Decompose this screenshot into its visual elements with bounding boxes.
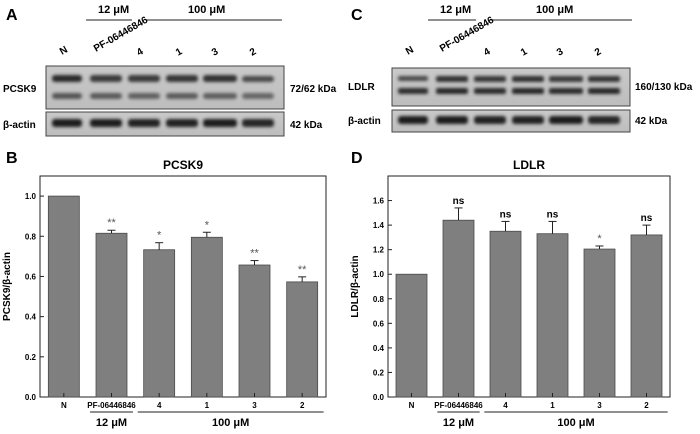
blot-right-conc-12: 12 μM [440, 4, 471, 16]
x-tick-label: 1 [205, 401, 210, 410]
y-tick-label: 0.4 [373, 344, 385, 353]
y-tick-label: 1.0 [25, 192, 37, 201]
bar [630, 234, 663, 398]
panel-letter-b: B [6, 150, 18, 167]
x-tick-label: 4 [157, 401, 162, 410]
bar [536, 233, 569, 398]
x-tick-label: N [61, 401, 67, 410]
blot-right: 12 μM 100 μM N PF-06446846 4 1 3 2 LDLR … [348, 4, 693, 133]
significance-label: ** [250, 248, 259, 260]
blot-left-lane-label: 4 [135, 46, 146, 59]
significance-label: ns [641, 213, 653, 224]
blot-right-bands-ldlr [398, 76, 620, 94]
y-tick-label: 0.0 [25, 393, 37, 402]
x-tick-label: PF-06446846 [434, 401, 483, 410]
bar [583, 248, 616, 398]
x-tick-label: 3 [597, 401, 602, 410]
blot-right-band-size-actin: 42 kDa [635, 116, 668, 127]
y-tick-label: 0.6 [373, 319, 385, 328]
x-tick-label: 1 [550, 401, 555, 410]
y-tick-label: 0.0 [373, 393, 385, 402]
y-tick-label: 0.4 [25, 313, 37, 322]
blot-left-membrane-pcsk9 [45, 65, 285, 110]
x-tick-label: 2 [300, 401, 305, 410]
y-tick-label: 1.6 [373, 197, 385, 206]
x-tick-label: 2 [644, 401, 649, 410]
y-axis-label: PCSK9/β-actin [2, 252, 13, 321]
blot-left-band-size-actin: 42 kDa [290, 120, 323, 131]
bar-chart-pcsk9: PCSK90.00.20.40.60.81.0PCSK9/β-actinN**P… [2, 158, 327, 429]
blot-right-lane-label: 1 [519, 46, 530, 59]
blot-left-conc-100: 100 μM [188, 4, 225, 16]
significance-label: ns [547, 209, 559, 220]
plot-frame [39, 175, 327, 398]
blot-left-band-label-actin: β-actin [3, 120, 36, 131]
blot-right-conc-100: 100 μM [536, 4, 573, 16]
blot-left-lane-label: 1 [174, 46, 185, 59]
significance-label: ns [453, 196, 465, 207]
blot-left-lane-label: PF-06446846 [92, 15, 150, 55]
significance-label: ** [107, 217, 116, 229]
blot-left-conc-12: 12 μM [98, 4, 129, 16]
y-axis-label: LDLR/β-actin [350, 255, 361, 317]
bar [395, 273, 428, 398]
x-tick-label: 4 [503, 401, 508, 410]
group-label-12: 12 μM [443, 417, 474, 429]
blot-right-lane-label: 2 [593, 46, 604, 59]
blot-left-lane-label: 2 [248, 46, 259, 59]
blot-right-lane-label: 4 [482, 46, 493, 59]
bar [143, 249, 176, 398]
group-label-12: 12 μM [96, 417, 127, 429]
panel-letter-c: C [351, 7, 363, 24]
y-tick-label: 0.2 [373, 368, 385, 377]
blot-left-band-label-pcsk9: PCSK9 [3, 84, 37, 95]
y-tick-label: 0.8 [25, 232, 37, 241]
y-tick-label: 1.4 [373, 221, 385, 230]
y-tick-label: 0.8 [373, 295, 385, 304]
x-tick-label: N [409, 401, 415, 410]
bar [238, 264, 271, 398]
bar [442, 219, 475, 398]
bar [489, 230, 522, 398]
blot-right-bands-actin [398, 116, 620, 124]
significance-label: ** [298, 264, 307, 276]
bar [286, 281, 319, 398]
x-tick-label: PF-06446846 [87, 401, 136, 410]
panel-letter-a: A [6, 7, 18, 24]
panel-letter-d: D [351, 150, 363, 167]
y-tick-label: 0.6 [25, 272, 37, 281]
chart-title: PCSK9 [163, 158, 203, 172]
blot-left-bands-actin [52, 119, 274, 127]
y-tick-label: 0.2 [25, 353, 37, 362]
blot-left-lane-label: 3 [210, 46, 221, 59]
significance-label: * [157, 230, 162, 242]
y-tick-label: 1.0 [373, 270, 385, 279]
blot-left-band-size-pcsk9: 72/62 kDa [290, 84, 337, 95]
x-tick-label: 3 [252, 401, 257, 410]
group-label-100: 100 μM [212, 417, 249, 429]
blot-right-lane-label: 3 [555, 46, 566, 59]
bar [190, 236, 223, 398]
chart-title: LDLR [513, 158, 545, 172]
bar-chart-ldlr: LDLR 0.0 0.2 0.4 0.6 0.8 1.0 1.2 1.4 1.6 LDLR/β-ac… [350, 158, 671, 429]
blot-right-membrane-ldlr [391, 67, 631, 107]
group-label-100: 100 μM [557, 417, 594, 429]
significance-label: * [597, 233, 602, 245]
blot-right-band-label-ldlr: LDLR [348, 82, 375, 93]
blot-right-lane-label: N [404, 44, 416, 57]
blot-right-band-label-actin: β-actin [348, 116, 381, 127]
blot-right-band-size-ldlr: 160/130 kDa [635, 82, 693, 93]
bar [47, 195, 80, 398]
blot-left: 12 μM 100 μM N PF-06446846 4 1 3 2 PCSK9… [3, 4, 337, 137]
significance-label: * [205, 219, 210, 231]
blot-right-membrane-actin [391, 109, 631, 133]
bar [95, 232, 128, 398]
plot-frame [387, 175, 671, 398]
significance-label: ns [500, 209, 512, 220]
blot-left-lane-label: N [58, 44, 70, 57]
blot-left-bands-pcsk9 [52, 75, 274, 99]
y-tick-label: 1.2 [373, 246, 385, 255]
